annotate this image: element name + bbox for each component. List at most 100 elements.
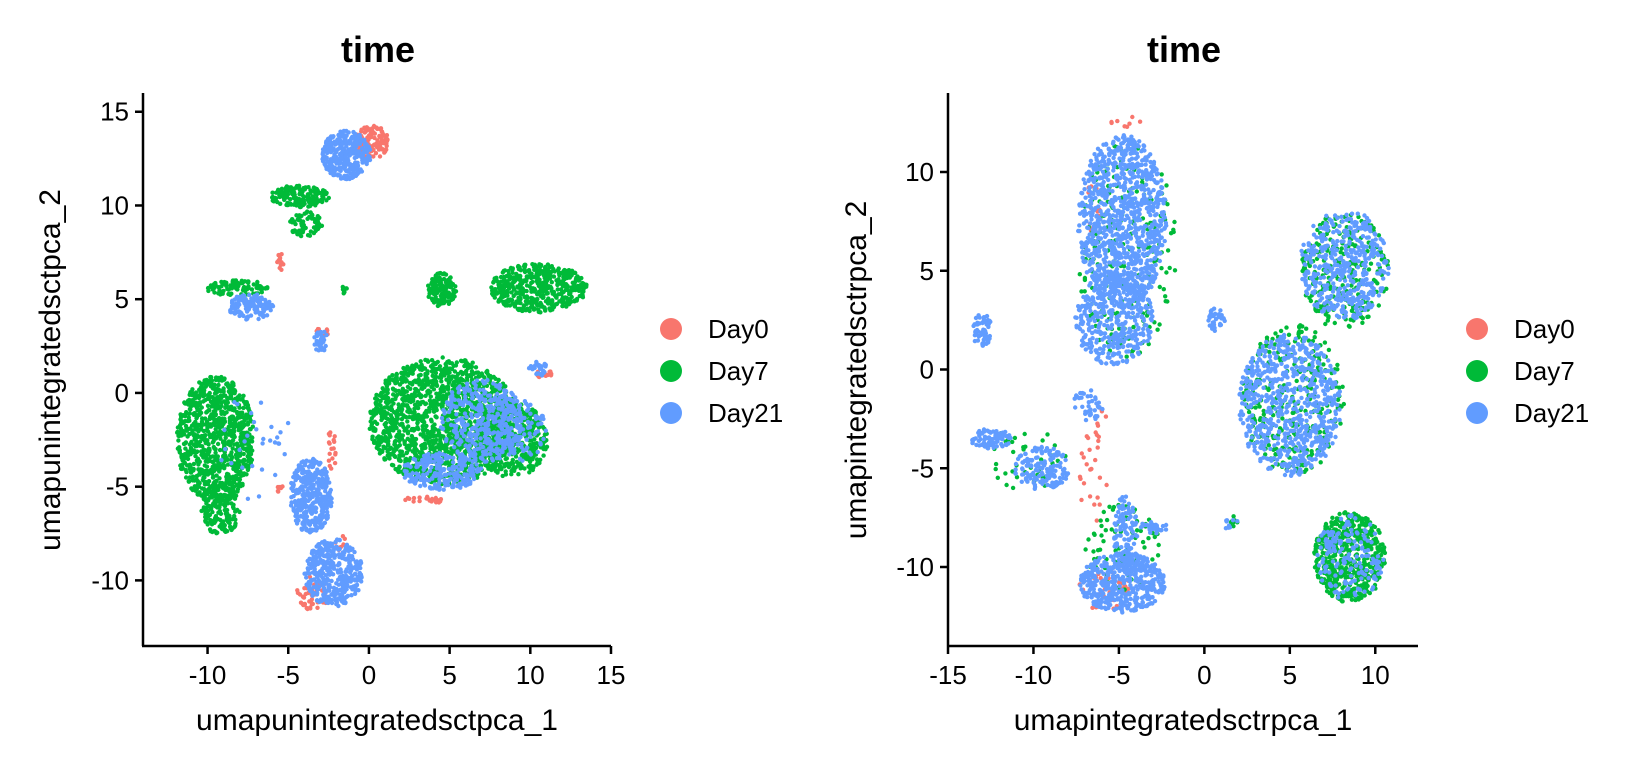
data-point bbox=[413, 441, 418, 447]
data-point bbox=[395, 416, 400, 421]
data-point bbox=[405, 364, 410, 369]
data-point bbox=[227, 443, 233, 448]
data-point bbox=[186, 479, 192, 484]
data-point bbox=[190, 398, 195, 403]
data-point bbox=[539, 281, 544, 286]
data-point bbox=[220, 462, 226, 468]
data-point bbox=[206, 288, 211, 294]
data-point bbox=[209, 506, 214, 512]
data-point bbox=[226, 439, 232, 444]
data-point bbox=[350, 134, 355, 140]
data-point bbox=[185, 449, 190, 454]
data-point bbox=[525, 306, 530, 311]
data-point bbox=[517, 273, 523, 279]
data-point bbox=[344, 173, 350, 178]
data-point bbox=[291, 229, 296, 234]
data-point bbox=[335, 156, 340, 161]
data-point bbox=[229, 527, 234, 533]
data-point bbox=[379, 390, 384, 396]
data-point bbox=[238, 437, 243, 442]
data-point bbox=[308, 215, 313, 220]
data-point bbox=[178, 463, 183, 468]
data-point bbox=[419, 393, 424, 398]
data-point bbox=[191, 442, 197, 447]
data-point bbox=[389, 404, 394, 409]
data-point bbox=[529, 298, 534, 303]
data-point bbox=[502, 464, 507, 469]
data-point bbox=[437, 364, 443, 369]
data-point bbox=[212, 382, 217, 387]
data-point bbox=[383, 388, 388, 393]
data-point bbox=[460, 371, 465, 377]
data-point bbox=[208, 467, 214, 473]
data-point bbox=[340, 134, 345, 139]
data-point bbox=[532, 409, 537, 414]
data-point bbox=[278, 201, 283, 206]
data-point bbox=[179, 414, 184, 420]
data-point bbox=[240, 312, 245, 318]
data-point bbox=[438, 446, 443, 451]
data-point bbox=[231, 381, 236, 386]
data-point bbox=[205, 508, 211, 514]
data-point bbox=[218, 436, 223, 441]
data-point bbox=[391, 418, 396, 423]
data-point bbox=[210, 454, 215, 459]
data-point bbox=[203, 416, 208, 421]
data-point bbox=[189, 447, 194, 453]
data-point bbox=[231, 432, 236, 438]
data-point bbox=[362, 130, 367, 135]
data-point bbox=[565, 274, 570, 279]
data-point bbox=[367, 426, 372, 431]
data-point bbox=[359, 146, 365, 151]
data-point bbox=[277, 255, 283, 261]
data-point bbox=[317, 224, 322, 229]
data-point bbox=[197, 469, 203, 474]
data-point bbox=[183, 440, 189, 445]
data-point bbox=[217, 476, 222, 481]
data-point bbox=[344, 149, 349, 154]
data-point bbox=[452, 369, 458, 374]
data-point bbox=[550, 307, 555, 312]
data-point bbox=[317, 460, 323, 466]
data-point bbox=[515, 264, 521, 269]
data-point bbox=[354, 136, 360, 141]
data-point bbox=[331, 437, 336, 443]
data-point bbox=[496, 297, 502, 303]
data-point bbox=[205, 379, 211, 385]
data-point bbox=[326, 458, 332, 463]
data-point bbox=[187, 411, 192, 416]
data-point bbox=[387, 455, 392, 461]
data-point bbox=[524, 283, 530, 288]
data-point bbox=[549, 280, 554, 285]
data-point bbox=[228, 309, 233, 315]
data-point bbox=[358, 167, 363, 172]
data-point bbox=[225, 457, 230, 462]
data-point bbox=[214, 473, 219, 478]
data-point bbox=[235, 483, 240, 488]
data-point bbox=[314, 192, 319, 197]
data-point bbox=[440, 389, 445, 394]
data-point bbox=[270, 195, 275, 200]
data-point bbox=[524, 456, 529, 462]
data-point bbox=[308, 191, 313, 196]
data-point bbox=[208, 283, 214, 288]
data-point bbox=[322, 157, 328, 162]
data-point bbox=[389, 462, 395, 468]
data-point bbox=[503, 293, 508, 298]
data-point bbox=[218, 502, 223, 507]
data-point bbox=[368, 410, 373, 416]
data-point bbox=[421, 419, 427, 425]
data-point bbox=[299, 192, 305, 197]
data-point bbox=[196, 395, 202, 401]
data-point bbox=[374, 445, 379, 450]
data-point bbox=[423, 445, 428, 450]
data-point bbox=[233, 493, 238, 498]
data-point bbox=[460, 377, 466, 383]
data-point bbox=[541, 446, 546, 452]
data-point bbox=[241, 451, 246, 457]
data-point bbox=[368, 419, 373, 424]
data-point bbox=[491, 289, 497, 294]
data-point bbox=[432, 360, 437, 366]
data-point bbox=[217, 468, 222, 473]
data-point bbox=[384, 136, 389, 141]
